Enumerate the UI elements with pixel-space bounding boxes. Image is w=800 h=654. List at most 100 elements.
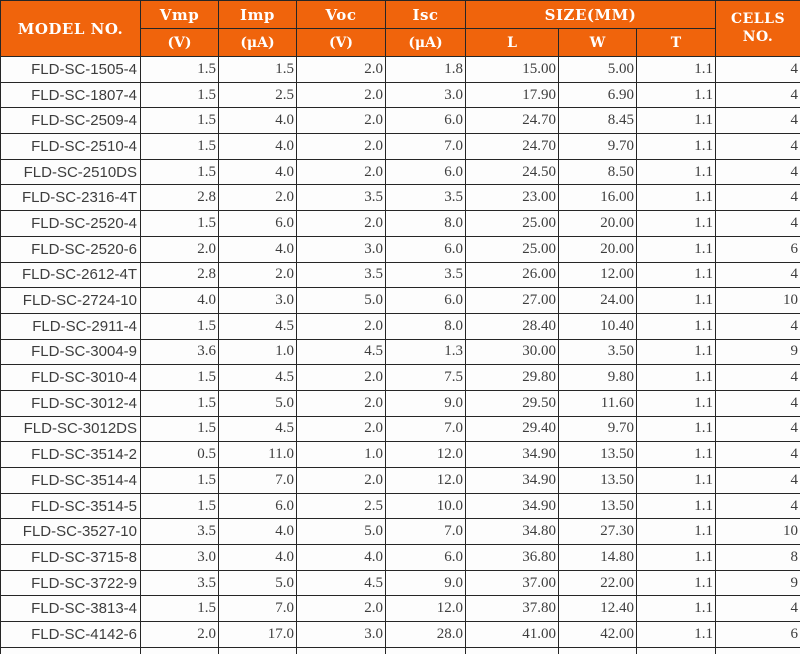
size-l-cell: 37.80 [465,595,559,623]
model-cell: FLD-SC-3010-4 [0,364,141,391]
empty-cell [558,646,637,654]
column-header-size-t: T [636,28,716,57]
size-t-cell: 1.1 [636,184,716,212]
imp-cell: 4.0 [218,235,297,263]
size-l-cell: 27.00 [465,287,559,314]
cells-no-cell: 9 [715,569,800,597]
cells-no-cell: 4 [715,492,800,520]
model-cell: FLD-SC-3012-4 [0,389,141,417]
vmp-cell: 1.5 [140,467,219,494]
table-header: MODEL NO. Vmp Imp Voc Isc SIZE(MM) CELLS… [0,0,800,57]
isc-cell: 7.0 [385,518,466,546]
size-t-cell: 1.1 [636,133,716,160]
size-l-cell: 34.90 [465,492,559,520]
size-t-cell: 1.1 [636,389,716,417]
empty-cell [140,646,219,654]
size-t-cell: 1.1 [636,210,716,237]
size-w-cell: 12.40 [558,595,637,623]
model-cell: FLD-SC-3514-5 [0,492,141,520]
size-l-cell: 41.00 [465,621,559,648]
size-l-cell: 17.90 [465,81,559,109]
isc-cell: 7.5 [385,364,466,391]
size-w-cell: 9.70 [558,133,637,160]
size-w-cell: 13.50 [558,492,637,520]
size-l-cell: 25.00 [465,210,559,237]
voc-cell: 2.0 [296,133,386,160]
size-w-cell: 16.00 [558,184,637,212]
voc-cell: 4.0 [296,544,386,571]
unit-header-voc: (V) [296,28,386,57]
size-l-cell: 29.80 [465,364,559,391]
table-row: FLD-SC-2520-4 1.5 6.0 2.0 8.0 25.00 20.00 1.1 4 [0,210,800,237]
isc-cell: 6.0 [385,544,466,571]
isc-cell: 8.0 [385,312,466,340]
model-cell: FLD-SC-3715-8 [0,544,141,571]
vmp-cell: 0.5 [140,441,219,468]
size-t-cell: 1.1 [636,441,716,468]
cells-no-cell: 4 [715,441,800,468]
model-cell: FLD-SC-4142-6 [0,621,141,648]
size-t-cell: 1.1 [636,364,716,391]
size-w-cell: 3.50 [558,338,637,366]
size-w-cell: 24.00 [558,287,637,314]
cells-no-cell: 4 [715,56,800,83]
size-w-cell: 22.00 [558,569,637,597]
cells-no-cell: 4 [715,210,800,237]
model-cell: FLD-SC-1505-4 [0,56,141,83]
table-body: FLD-SC-1505-4 1.5 1.5 2.0 1.8 15.00 5.00 1.1 4 FL… [0,56,800,654]
voc-cell: 2.0 [296,56,386,83]
voc-cell: 2.0 [296,467,386,494]
isc-cell: 12.0 [385,467,466,494]
size-t-cell: 1.1 [636,492,716,520]
size-l-cell: 36.80 [465,544,559,571]
cells-no-cell: 10 [715,518,800,546]
voc-cell: 4.5 [296,338,386,366]
size-w-cell: 27.30 [558,518,637,546]
imp-cell: 4.5 [218,312,297,340]
isc-cell: 1.3 [385,338,466,366]
imp-cell: 4.0 [218,158,297,186]
model-cell: FLD-SC-3527-10 [0,518,141,546]
size-l-cell: 24.70 [465,107,559,135]
table-row: FLD-SC-3004-9 3.6 1.0 4.5 1.3 30.00 3.50 1.1 9 [0,338,800,366]
vmp-cell: 1.5 [140,158,219,186]
size-t-cell: 1.1 [636,467,716,494]
vmp-cell: 1.5 [140,56,219,83]
size-w-cell: 5.00 [558,56,637,83]
size-t-cell: 1.1 [636,621,716,648]
voc-cell: 2.0 [296,364,386,391]
partial-clipped-row [0,646,800,654]
voc-cell: 5.0 [296,518,386,546]
size-l-cell: 34.80 [465,518,559,546]
model-cell: FLD-SC-2520-4 [0,210,141,237]
vmp-cell: 2.0 [140,235,219,263]
vmp-cell: 2.8 [140,184,219,212]
size-w-cell: 10.40 [558,312,637,340]
size-t-cell: 1.1 [636,235,716,263]
size-t-cell: 1.1 [636,312,716,340]
vmp-cell: 1.5 [140,81,219,109]
table-row: FLD-SC-3715-8 3.0 4.0 4.0 6.0 36.80 14.80 1.1 8 [0,544,800,571]
size-l-cell: 24.50 [465,158,559,186]
size-t-cell: 1.1 [636,107,716,135]
size-w-cell: 42.00 [558,621,637,648]
vmp-cell: 1.5 [140,210,219,237]
table-row: FLD-SC-3722-9 3.5 5.0 4.5 9.0 37.00 22.00 1.1 9 [0,569,800,597]
isc-cell: 3.0 [385,81,466,109]
imp-cell: 3.0 [218,287,297,314]
cells-header-line2: NO. [742,28,774,45]
size-l-cell: 23.00 [465,184,559,212]
cells-no-cell: 6 [715,235,800,263]
model-cell: FLD-SC-1807-4 [0,81,141,109]
size-t-cell: 1.1 [636,261,716,289]
cells-no-cell: 6 [715,621,800,648]
model-cell: FLD-SC-2724-10 [0,287,141,314]
table-row: FLD-SC-3813-4 1.5 7.0 2.0 12.0 37.80 12.40 1.1 4 [0,595,800,623]
cells-header-line1: CELLS [730,11,786,27]
imp-cell: 2.5 [218,81,297,109]
table-row: FLD-SC-2911-4 1.5 4.5 2.0 8.0 28.40 10.40 1.1 4 [0,312,800,340]
empty-cell [715,646,800,654]
table-row: FLD-SC-3514-5 1.5 6.0 2.5 10.0 34.90 13.50 1.1 4 [0,492,800,520]
size-w-cell: 11.60 [558,389,637,417]
